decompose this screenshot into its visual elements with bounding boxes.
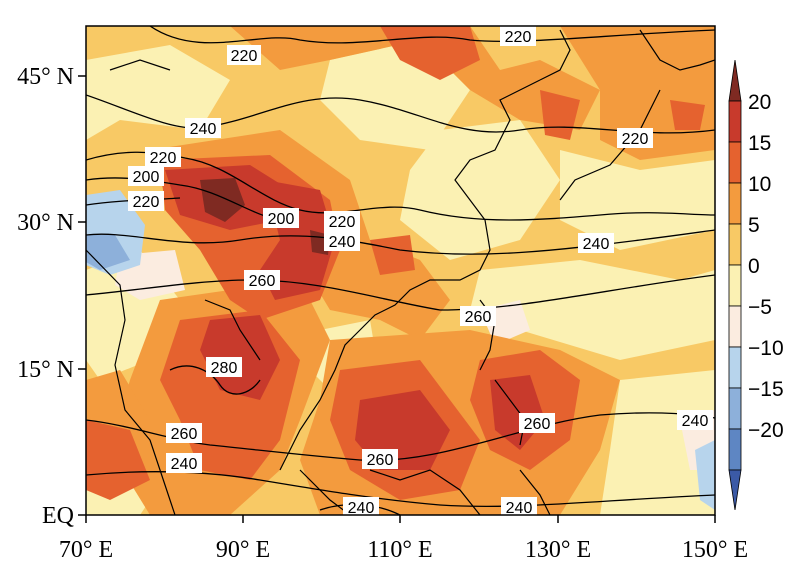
colorbar-label: −5	[748, 296, 772, 319]
lat-tick-label: 15° N	[17, 357, 74, 383]
contour-label: 240	[677, 410, 713, 430]
colorbar-label: −10	[748, 337, 784, 360]
axis-ticks	[78, 75, 716, 523]
lat-tick-label: 45° N	[17, 64, 74, 90]
contour-label: 200	[263, 208, 299, 228]
contour-label: 200	[128, 166, 164, 186]
contour-label: 240	[501, 497, 537, 517]
svg-text:240: 240	[506, 500, 533, 517]
contour-label: 240	[324, 231, 360, 251]
contour-label: 220	[500, 26, 536, 46]
colorbar-segment	[728, 387, 742, 430]
svg-text:220: 220	[231, 48, 258, 65]
colorbar-segment	[728, 469, 742, 511]
contour-label: 260	[519, 413, 555, 433]
svg-text:220: 220	[150, 150, 177, 167]
contour-label: 260	[460, 306, 496, 326]
contour-label: 280	[206, 357, 242, 377]
lon-tick-label: 110° E	[367, 537, 432, 563]
colorbar-segment	[728, 182, 742, 225]
colorbar-label: −15	[748, 378, 784, 401]
svg-text:260: 260	[524, 416, 551, 433]
lon-tick-label: 150° E	[682, 537, 748, 563]
svg-text:240: 240	[171, 456, 198, 473]
colorbar-segment	[728, 264, 742, 307]
contour-label: 220	[617, 128, 653, 148]
colorbar-label: 0	[748, 255, 760, 278]
contour-label: 220	[227, 45, 261, 65]
colorbar-segment	[728, 428, 742, 471]
contour-label: 240	[185, 118, 221, 138]
contour-label: 260	[362, 449, 398, 469]
colorbar-label: 5	[748, 214, 760, 237]
contour-label: 260	[166, 423, 202, 443]
lat-tick-label: EQ	[42, 503, 74, 529]
svg-text:220: 220	[505, 29, 532, 46]
colorbar-segment	[728, 305, 742, 348]
coastlines	[86, 29, 715, 515]
svg-text:280: 280	[211, 360, 238, 377]
colorbar-segment	[728, 100, 742, 143]
lon-tick-label: 90° E	[216, 537, 270, 563]
contour-label: 240	[166, 453, 202, 473]
colorbar-segment	[728, 59, 742, 102]
svg-text:240: 240	[682, 413, 709, 430]
contour-label: 220	[128, 191, 164, 211]
lon-tick-label: 130° E	[525, 537, 591, 563]
svg-text:260: 260	[465, 309, 492, 326]
filled-contours	[86, 26, 715, 515]
lon-tick-label: 70° E	[59, 537, 113, 563]
svg-text:220: 220	[622, 131, 649, 148]
svg-text:240: 240	[329, 234, 356, 251]
colorbar-segment	[728, 223, 742, 266]
colorbar-label: −20	[748, 419, 784, 442]
latitude-axis: EQ 15° N 30° N 45° N	[17, 64, 74, 529]
contour-label: 220	[145, 147, 181, 167]
colorbar-label: 15	[748, 132, 771, 155]
colorbar-segments	[728, 59, 742, 511]
contour-label: 240	[578, 233, 614, 253]
contour-label: 220	[324, 211, 360, 231]
contour-labels: 220 220 240 220 220 200 220 200 220 240 …	[128, 26, 713, 517]
longitude-axis: 70° E 90° E 110° E 130° E 150° E	[59, 537, 748, 563]
map-panel: 220 220 240 220 220 200 220 200 220 240 …	[85, 25, 716, 517]
svg-text:220: 220	[329, 214, 356, 231]
lat-tick-label: 30° N	[17, 210, 74, 236]
colorbar-labels: 20 15 10 5 0 −5 −10 −15 −20	[748, 91, 784, 442]
svg-text:260: 260	[367, 452, 394, 469]
contour-label: 260	[244, 270, 280, 290]
svg-text:220: 220	[133, 194, 160, 211]
svg-text:240: 240	[348, 500, 375, 517]
contour-label: 240	[343, 497, 379, 517]
svg-text:240: 240	[583, 236, 610, 253]
colorbar-segment	[728, 346, 742, 389]
svg-text:260: 260	[171, 426, 198, 443]
svg-text:200: 200	[268, 211, 295, 228]
svg-text:260: 260	[249, 273, 276, 290]
colorbar-label: 20	[748, 91, 771, 114]
colorbar-segment	[728, 141, 742, 184]
svg-text:200: 200	[133, 169, 160, 186]
colorbar-label: 10	[748, 173, 771, 196]
svg-text:240: 240	[190, 121, 217, 138]
colorbar: 20 15 10 5 0 −5 −10 −15 −20	[728, 59, 784, 511]
